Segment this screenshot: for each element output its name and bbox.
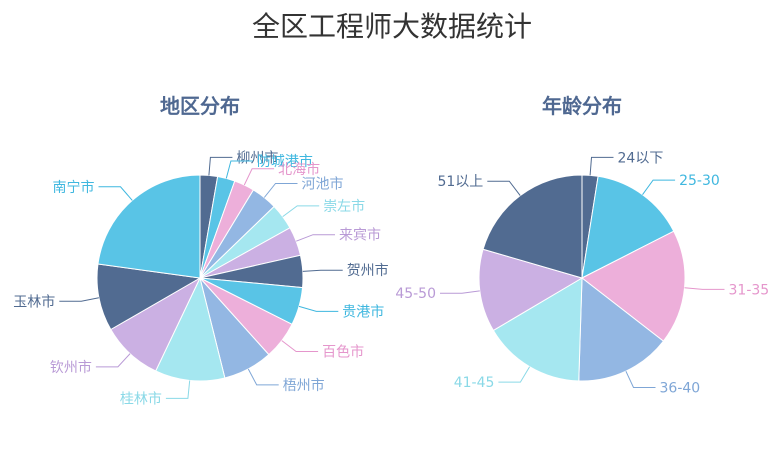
slice-label-0-6: 贺州市: [347, 262, 389, 279]
slice-label-0-12: 玉林市: [13, 293, 55, 310]
label-line-0-10: [165, 380, 191, 399]
slice-label-1-4: 41-45: [454, 375, 495, 391]
pie-slice-1-3[interactable]: [578, 277, 665, 382]
slice-label-0-0: 柳州市: [236, 149, 278, 166]
pie-slice-1-4[interactable]: [492, 277, 583, 382]
label-line-1-3: [625, 370, 656, 388]
label-line-1-5: [440, 290, 480, 294]
label-line-1-1: [642, 179, 676, 195]
label-line-0-13: [98, 186, 133, 201]
slice-label-0-7: 贵港市: [342, 303, 384, 320]
region-chart-title: 地区分布: [160, 94, 240, 118]
slice-label-0-4: 崇左市: [323, 198, 365, 215]
label-line-1-2: [684, 287, 725, 290]
slice-label-0-11: 钦州市: [50, 359, 92, 376]
label-line-1-0: [589, 156, 614, 176]
age-chart-title: 年龄分布: [542, 94, 622, 118]
slice-label-0-3: 河池市: [302, 176, 344, 193]
main-title: 全区工程师大数据统计: [252, 10, 532, 43]
label-line-1-4: [498, 366, 531, 383]
slice-label-0-9: 梧州市: [283, 377, 325, 394]
slice-label-1-1: 25-30: [679, 173, 720, 189]
label-line-0-2: [243, 168, 275, 186]
label-line-0-9: [247, 368, 279, 386]
pie-slice-0-10[interactable]: [155, 276, 226, 382]
label-line-0-4: [282, 205, 320, 218]
label-line-0-8: [281, 340, 319, 352]
slice-label-1-3: 36-40: [660, 381, 701, 397]
slice-label-0-5: 来宾市: [339, 227, 381, 244]
pie-slice-0-12[interactable]: [96, 263, 202, 331]
slice-label-0-1: 防城港市: [257, 153, 313, 170]
label-line-0-1: [225, 160, 253, 179]
slice-label-1-5: 45-50: [395, 286, 436, 302]
label-line-1-6: [487, 180, 521, 196]
label-line-0-6: [302, 269, 343, 272]
slice-label-0-2: 北海市: [278, 161, 320, 178]
age-pie: 24以下 25-30 31-35 36-40 41-45 45-50 51以上: [395, 150, 769, 396]
label-line-0-0: [208, 156, 233, 176]
label-line-0-5: [296, 234, 335, 242]
label-line-0-11: [95, 353, 131, 368]
slice-label-1-6: 51以上: [437, 174, 483, 190]
slice-label-0-8: 百色市: [322, 344, 364, 361]
pie-slice-0-13[interactable]: [97, 174, 201, 279]
slice-label-0-13: 南宁市: [53, 179, 95, 196]
label-line-0-3: [263, 183, 298, 198]
slice-label-1-2: 31-35: [729, 282, 770, 298]
label-line-0-12: [59, 297, 99, 302]
pie-slice-1-5[interactable]: [478, 248, 584, 332]
slice-label-0-10: 桂林市: [120, 390, 162, 407]
slice-label-1-0: 24以下: [618, 150, 664, 166]
label-line-0-7: [298, 305, 339, 312]
